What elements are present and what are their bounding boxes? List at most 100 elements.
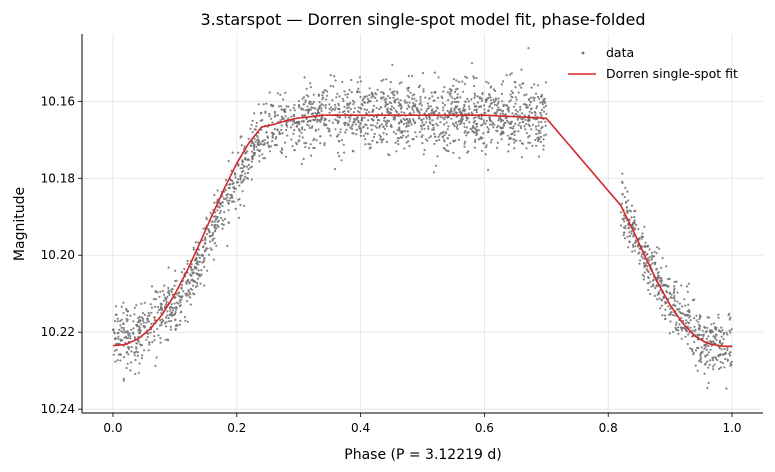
data-point	[487, 168, 490, 171]
data-point	[467, 112, 470, 115]
data-point	[415, 99, 418, 102]
data-point	[117, 337, 120, 340]
data-point	[525, 93, 528, 96]
data-point	[241, 160, 244, 163]
data-point	[664, 317, 667, 321]
data-point	[223, 211, 226, 214]
data-point	[437, 76, 440, 79]
data-point	[537, 140, 540, 143]
data-point	[383, 98, 386, 101]
data-point	[384, 100, 387, 103]
data-point	[501, 132, 504, 135]
data-point	[428, 121, 431, 124]
data-point	[459, 96, 462, 99]
y-tick-label: 10.24	[41, 402, 75, 416]
data-point	[247, 163, 250, 166]
data-point	[397, 143, 400, 146]
data-point	[431, 111, 434, 114]
data-point	[360, 128, 363, 131]
data-point	[633, 216, 636, 219]
data-point	[715, 333, 718, 336]
data-point	[429, 105, 433, 108]
data-point	[463, 145, 466, 148]
data-point	[514, 112, 517, 115]
data-point	[154, 290, 157, 293]
data-point	[387, 95, 390, 98]
data-point	[538, 129, 541, 132]
data-point	[398, 121, 401, 124]
data-point	[363, 116, 366, 119]
data-point	[510, 72, 513, 75]
data-point	[303, 76, 306, 79]
data-point	[404, 101, 407, 104]
data-point	[446, 109, 449, 112]
data-point	[714, 328, 718, 331]
data-point	[324, 104, 327, 107]
data-point	[470, 62, 474, 65]
data-point	[419, 98, 422, 101]
data-point	[436, 124, 439, 127]
data-point	[687, 333, 690, 336]
data-point	[350, 91, 353, 94]
data-point	[275, 136, 278, 139]
data-point	[121, 331, 124, 334]
data-point	[476, 95, 479, 98]
data-point	[472, 117, 475, 120]
data-point	[263, 157, 267, 160]
data-point	[123, 329, 126, 332]
data-point	[212, 258, 215, 261]
data-point	[199, 282, 202, 285]
data-point	[509, 121, 513, 124]
data-point	[519, 105, 522, 109]
data-point	[307, 119, 310, 122]
data-point	[301, 136, 304, 139]
data-point	[520, 86, 523, 89]
data-point	[308, 126, 311, 130]
data-point	[141, 312, 145, 315]
data-point	[433, 99, 436, 102]
data-point	[466, 97, 469, 101]
data-point	[673, 280, 676, 283]
data-point	[336, 92, 339, 95]
data-point	[723, 366, 726, 369]
data-point	[713, 363, 716, 366]
data-point	[435, 106, 438, 109]
data-point	[140, 357, 143, 360]
data-point	[458, 156, 461, 160]
data-point	[150, 306, 153, 309]
data-point	[517, 124, 520, 127]
data-point	[633, 221, 636, 224]
data-point	[493, 123, 496, 126]
data-point	[178, 299, 181, 302]
data-point	[279, 150, 282, 153]
data-point	[508, 100, 511, 103]
data-point	[527, 136, 530, 139]
data-point	[228, 199, 231, 202]
data-point	[451, 101, 454, 104]
data-point	[506, 104, 509, 107]
data-point	[666, 277, 670, 281]
data-point	[266, 141, 269, 145]
data-point	[693, 317, 696, 320]
data-point	[346, 104, 349, 107]
data-point	[389, 107, 392, 111]
data-point	[695, 314, 698, 317]
data-point	[165, 297, 168, 301]
data-point	[345, 128, 348, 131]
data-point	[514, 96, 518, 99]
data-point	[164, 316, 168, 319]
data-point	[638, 251, 641, 254]
data-point	[514, 102, 517, 105]
data-point	[467, 150, 470, 153]
data-point	[305, 94, 308, 97]
data-point	[497, 119, 500, 122]
data-point	[389, 81, 392, 84]
data-point	[320, 107, 323, 110]
data-point	[457, 80, 461, 83]
data-point	[544, 120, 547, 123]
data-point	[535, 105, 539, 108]
data-point	[339, 131, 342, 134]
data-point	[203, 284, 206, 287]
data-point	[454, 139, 457, 142]
data-point	[529, 101, 532, 104]
